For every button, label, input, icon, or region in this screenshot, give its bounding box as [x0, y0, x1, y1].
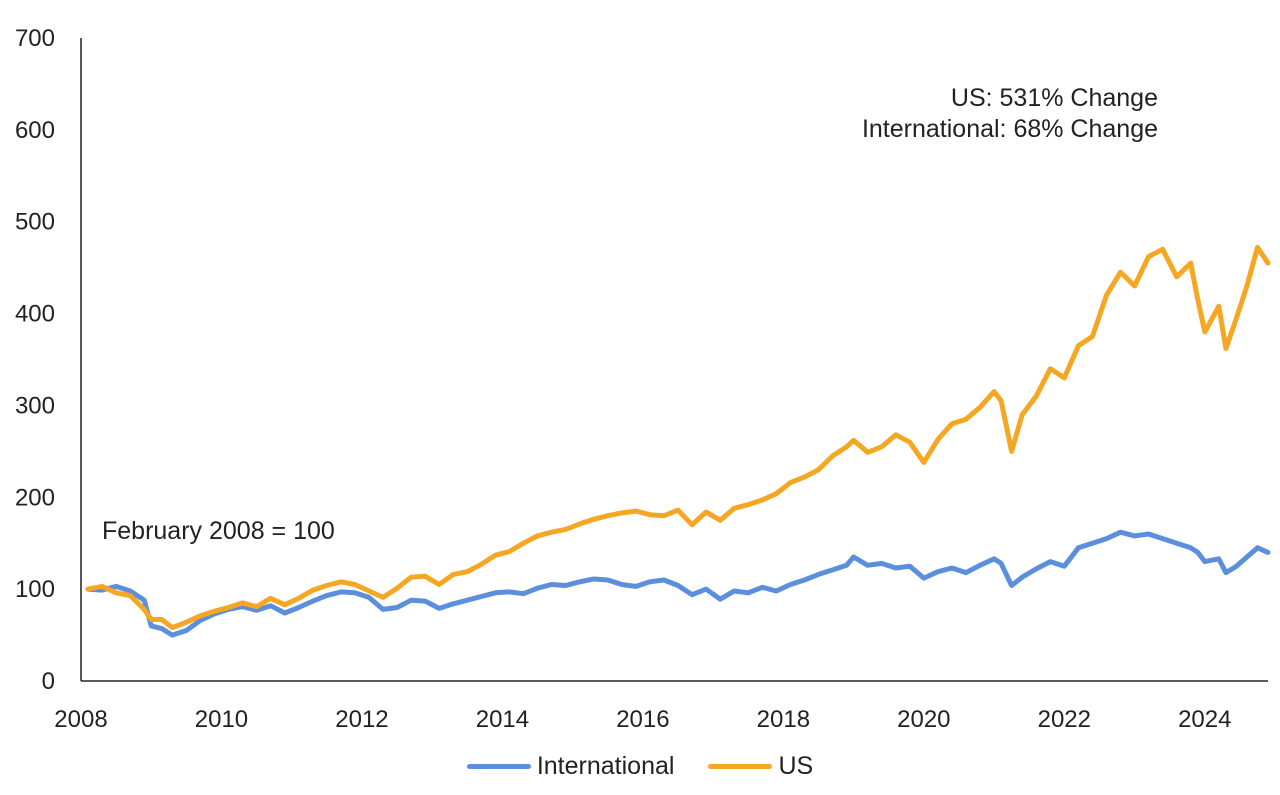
x-tick-label-2014: 2014: [476, 706, 529, 733]
series-line-us: [85, 244, 1271, 631]
us-change-annotation: US: 531% Change: [951, 84, 1158, 112]
legend-swatch-international: [466, 764, 531, 769]
x-tick-label-2012: 2012: [335, 706, 388, 733]
x-tick-label-2020: 2020: [897, 706, 950, 733]
x-tick-label-2018: 2018: [757, 706, 810, 733]
x-tick-label-2010: 2010: [195, 706, 248, 733]
legend-label-us: US: [778, 752, 814, 780]
y-tick-label-200: 200: [15, 484, 55, 511]
legend-item-us[interactable]: US: [708, 752, 813, 781]
y-tick-label-100: 100: [15, 576, 55, 603]
legend-swatch-us: [708, 764, 773, 769]
x-tick-label-2016: 2016: [616, 706, 669, 733]
x-tick-label-2008: 2008: [54, 706, 107, 733]
series-line-international: [85, 529, 1271, 638]
intl-change-annotation: International: 68% Change: [862, 115, 1158, 143]
axes: 0 100 200 300 400 500 600 700 2008 2010 2012 2014 20…: [15, 25, 1268, 733]
legend-label-international: International: [536, 752, 675, 780]
y-tick-label-600: 600: [15, 117, 55, 144]
y-tick-label-400: 400: [15, 301, 55, 328]
y-tick-label-700: 700: [15, 25, 55, 52]
y-tick-label-300: 300: [15, 392, 55, 419]
x-tick-label-2022: 2022: [1038, 706, 1091, 733]
legend: International US: [0, 752, 1280, 781]
y-tick-label-0: 0: [42, 668, 55, 695]
series-layer: [85, 244, 1271, 638]
legend-item-international[interactable]: International: [466, 752, 675, 781]
x-tick-label-2024: 2024: [1178, 706, 1231, 733]
y-tick-label-500: 500: [15, 209, 55, 236]
baseline-annotation: February 2008 = 100: [102, 517, 335, 545]
